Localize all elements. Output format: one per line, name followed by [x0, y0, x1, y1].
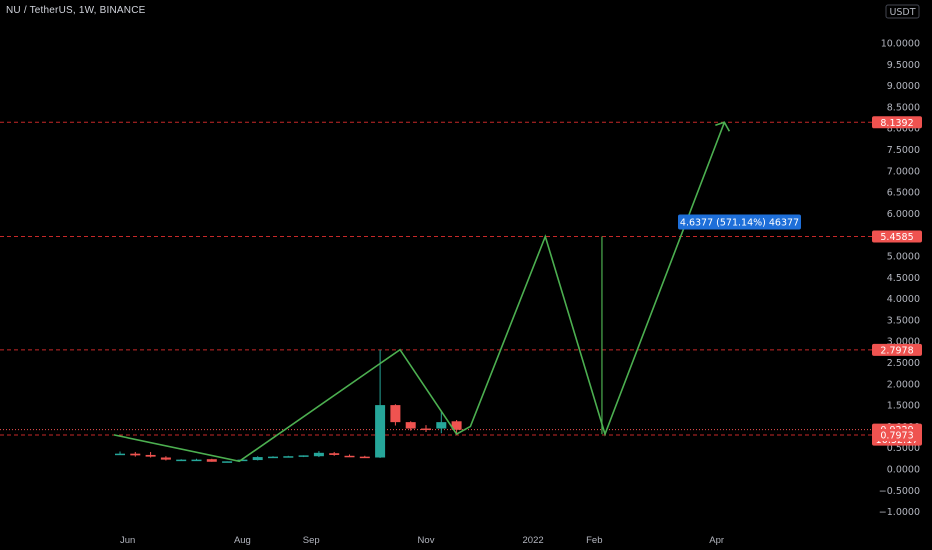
candle-body [390, 405, 401, 423]
y-tick-label: 1.5000 [887, 401, 920, 412]
y-tick-label: 8.5000 [887, 102, 920, 113]
candle-body [176, 459, 187, 462]
candle-body [421, 428, 431, 431]
x-tick-label: Apr [709, 535, 724, 546]
projection-arrow-head [715, 121, 731, 132]
x-tick-label: Aug [234, 535, 251, 546]
price-tag-value: 8.1392 [880, 118, 913, 129]
measure-badge [678, 214, 801, 230]
candle-body [237, 459, 248, 462]
x-tick-label: Jun [120, 535, 135, 546]
x-tick-label: Sep [303, 535, 320, 546]
currency-label: USDT [889, 7, 915, 18]
candle-body [130, 453, 141, 456]
price-tag [872, 116, 922, 129]
price-tag [872, 429, 922, 442]
y-tick-label: 0.5000 [887, 443, 920, 454]
candle-body [344, 455, 355, 458]
candle-body [313, 452, 324, 457]
candle-body [283, 456, 294, 458]
candle-body [329, 453, 340, 455]
y-tick-label: 10.0000 [881, 39, 920, 50]
candle-body [436, 422, 447, 429]
projection-path [113, 122, 726, 463]
currency-badge [885, 4, 920, 19]
y-tick-label: 7.5000 [887, 145, 920, 156]
candle-body [268, 456, 278, 459]
price-tag [872, 230, 922, 243]
candle-body [405, 422, 416, 429]
y-tick-label: 2.5000 [887, 358, 920, 369]
price-tag-value: 5.4585 [880, 232, 913, 243]
candle-body [206, 459, 217, 462]
y-tick-label: 3.0000 [887, 337, 920, 348]
price-tag [872, 343, 922, 356]
candle-body [252, 457, 263, 461]
price-tag-value: 2.7978 [880, 345, 913, 356]
candle-body [298, 455, 309, 457]
y-tick-label: 4.0000 [887, 294, 920, 305]
candle-body [359, 456, 370, 459]
y-tick-label: −0.5000 [879, 486, 920, 497]
x-tick-label: Feb [586, 535, 602, 546]
y-tick-label: 4.5000 [887, 273, 920, 284]
y-tick-label: 3.5000 [887, 315, 920, 326]
candle-body [222, 461, 233, 463]
y-tick-label: 6.5000 [887, 188, 920, 199]
y-tick-label: −1.0000 [879, 507, 920, 518]
y-tick-label: 5.0000 [887, 252, 920, 263]
y-tick-label: 0.0000 [887, 465, 920, 476]
candle-body [115, 453, 125, 456]
x-tick-label: 2022 [523, 535, 544, 546]
candle-body [451, 421, 462, 430]
chart-title: NU / TetherUS, 1W, BINANCE [6, 5, 146, 16]
candle-body [191, 459, 202, 462]
x-tick-label: Nov [418, 535, 435, 546]
candle-body [145, 454, 156, 457]
price-tag-value: 0.7973 [880, 431, 913, 442]
candle-body [375, 405, 386, 458]
y-tick-label: 8.0000 [887, 124, 920, 135]
candle-body [160, 457, 171, 460]
y-tick-label: 9.0000 [887, 81, 920, 92]
measure-badge-text: 4.6377 (571.14%) 46377 [680, 217, 799, 228]
y-tick-label: 9.5000 [887, 60, 920, 71]
y-tick-label: 6.0000 [887, 209, 920, 220]
y-tick-label: 7.0000 [887, 166, 920, 177]
y-tick-label: 2.0000 [887, 379, 920, 390]
